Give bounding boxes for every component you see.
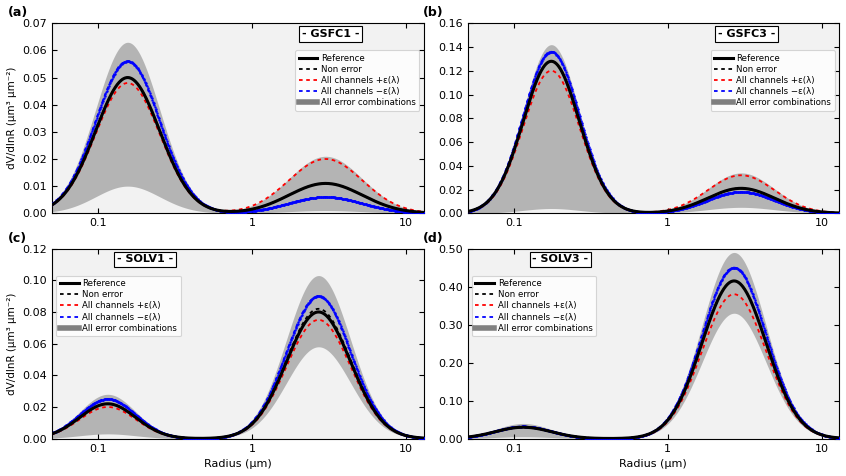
- Text: - SOLV1 -: - SOLV1 -: [117, 254, 173, 264]
- Text: (c): (c): [8, 232, 27, 245]
- X-axis label: Radius (μm): Radius (μm): [204, 459, 272, 469]
- Text: - GSFC1 -: - GSFC1 -: [302, 29, 360, 39]
- X-axis label: Radius (μm): Radius (μm): [619, 459, 687, 469]
- Y-axis label: dV/dlnR (μm³ μm⁻²): dV/dlnR (μm³ μm⁻²): [7, 67, 17, 169]
- Text: (b): (b): [423, 7, 443, 20]
- Text: - GSFC3 -: - GSFC3 -: [717, 29, 775, 39]
- Y-axis label: dV/dlnR (μm³ μm⁻²): dV/dlnR (μm³ μm⁻²): [7, 292, 17, 395]
- Legend: Reference, Non error, All channels +ε(λ), All channels −ε(λ), All error combinat: Reference, Non error, All channels +ε(λ)…: [711, 50, 835, 111]
- Text: - SOLV3 -: - SOLV3 -: [532, 254, 589, 264]
- Legend: Reference, Non error, All channels +ε(λ), All channels −ε(λ), All error combinat: Reference, Non error, All channels +ε(λ)…: [472, 276, 596, 336]
- Text: (a): (a): [8, 7, 28, 20]
- Legend: Reference, Non error, All channels +ε(λ), All channels −ε(λ), All error combinat: Reference, Non error, All channels +ε(λ)…: [57, 276, 180, 336]
- Legend: Reference, Non error, All channels +ε(λ), All channels −ε(λ), All error combinat: Reference, Non error, All channels +ε(λ)…: [295, 50, 420, 111]
- Text: (d): (d): [423, 232, 443, 245]
